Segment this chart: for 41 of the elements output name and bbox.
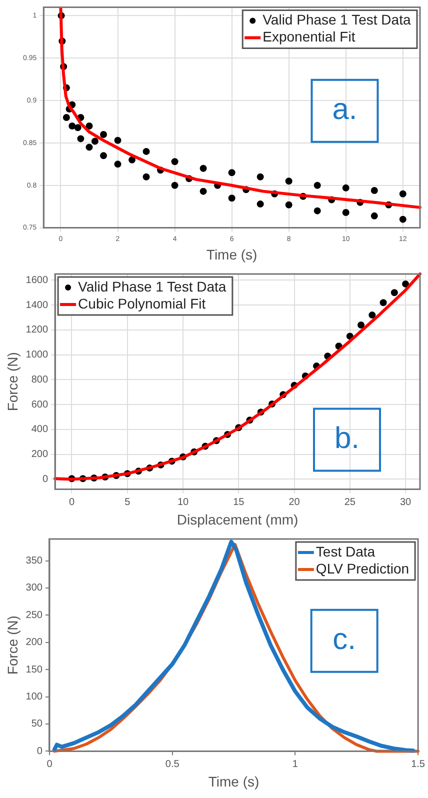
y-tick-label: 1000 — [26, 350, 48, 361]
annotation: b. — [334, 422, 360, 455]
y-tick-label: 1200 — [26, 324, 48, 336]
x-tick-label: 1.5 — [411, 758, 426, 770]
annotation: a. — [332, 93, 358, 126]
y-tick-label: 200 — [31, 449, 48, 460]
x-tick-label: 25 — [344, 496, 356, 508]
x-tick-label: 5 — [124, 496, 131, 508]
y-tick-label: 1400 — [26, 300, 48, 311]
x-tick-label: 0 — [68, 496, 75, 508]
y-tick-label: 150 — [26, 664, 43, 676]
x-tick-label: 15 — [233, 496, 245, 508]
legend-label: Valid Phase 1 Test Data — [262, 12, 411, 28]
x-tick-label: 20 — [288, 496, 300, 508]
x-tick-label: 1 — [292, 758, 298, 770]
y-tick-label: 0 — [42, 474, 48, 485]
y-tick-label: 100 — [26, 692, 43, 703]
y-tick-label: 50 — [31, 718, 43, 730]
x-tick-label: 30 — [400, 496, 412, 508]
y-tick-label: 1600 — [26, 274, 48, 286]
legend-label: Valid Phase 1 Test Data — [78, 278, 226, 294]
legend-label: QLV Prediction — [316, 560, 410, 576]
x-tick-label: 0.5 — [165, 758, 180, 770]
y-tick-label: 0 — [36, 746, 43, 757]
x-axis-title: Time (s) — [206, 246, 258, 262]
x-axis-title: Displacement (mm) — [176, 511, 298, 528]
y-tick-label: 800 — [31, 374, 48, 386]
y-tick-label: 400 — [31, 424, 48, 436]
y-tick-label: 250 — [26, 610, 43, 621]
annotation: c. — [332, 623, 356, 656]
y-axis-title: Force (N) — [4, 352, 20, 412]
legend-label: Cubic Polynomial Fit — [78, 295, 206, 312]
y-tick-label: 600 — [31, 399, 48, 410]
y-tick-label: 300 — [26, 582, 43, 594]
y-axis-title: Force (N) — [4, 616, 20, 675]
x-axis-title: Time (s) — [208, 773, 260, 790]
y-tick-label: 350 — [26, 556, 43, 567]
y-tick-label: 200 — [26, 637, 43, 648]
legend-label: Exponential Fit — [262, 28, 356, 45]
x-tick-label: 10 — [177, 496, 189, 508]
legend-label: Test Data — [316, 543, 376, 560]
